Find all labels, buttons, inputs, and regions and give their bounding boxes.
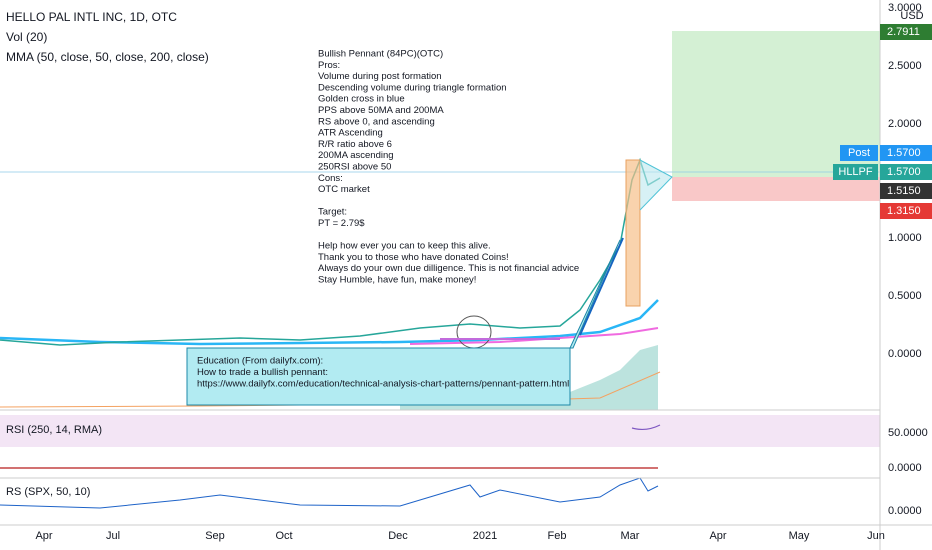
note-line: Golden cross in blue (318, 94, 405, 105)
price-label: 1.0000 (888, 232, 922, 244)
note-line: Descending volume during triangle format… (318, 82, 507, 93)
note-line: Bullish Pennant (84PC)(OTC) (318, 49, 443, 60)
note-line: Thank you to those who have donated Coin… (318, 252, 509, 263)
note-line: 250RSI above 50 (318, 162, 391, 173)
education-line: How to trade a bullish pennant: (197, 367, 328, 378)
badge-value: 1.5700 (887, 147, 921, 159)
pennant (639, 159, 673, 211)
badge-name: Post (848, 147, 870, 159)
time-label: Oct (275, 530, 292, 542)
time-label: Apr (35, 530, 52, 542)
badge-name-box (840, 145, 878, 161)
badge-name-box (833, 164, 878, 180)
price-badge (880, 203, 932, 219)
note-line: RS above 0, and ascending (318, 116, 435, 127)
note-line: R/R ratio above 6 (318, 139, 392, 150)
note-line: Always do your own due dilligence. This … (318, 263, 579, 274)
note-line: Target: (318, 207, 347, 218)
note-line: Cons: (318, 173, 343, 184)
time-label: Dec (388, 530, 408, 542)
title: HELLO PAL INTL INC, 1D, OTC (6, 10, 177, 24)
badge-value: 1.5700 (887, 166, 921, 178)
rsi-line (631, 424, 661, 431)
time-label: 2021 (473, 530, 497, 542)
note-line: PPS above 50MA and 200MA (318, 105, 444, 116)
indicator-label: RS (SPX, 50, 10) (6, 486, 90, 498)
note-line: Pros: (318, 60, 340, 71)
education-line: Education (From dailyfx.com): (197, 356, 323, 367)
badge-value: 2.7911 (887, 26, 920, 38)
note-line: Volume during post formation (318, 71, 442, 82)
volume-label: Vol (20) (6, 30, 47, 44)
time-label: May (789, 530, 810, 542)
rsi-pane (0, 415, 880, 447)
note-line: 200MA ascending (318, 150, 394, 161)
currency: USD (900, 10, 923, 22)
price-label: 3.0000 (888, 2, 922, 14)
price-badge (880, 145, 932, 161)
badge-value: 1.5150 (887, 185, 921, 197)
rs-line (0, 477, 659, 509)
indicator-axis: 50.0000 (888, 427, 928, 439)
mma-label: MMA (50, close, 50, close, 200, close) (6, 50, 209, 64)
time-label: Jul (106, 530, 120, 542)
badge-name: HLLPF (838, 166, 873, 178)
price-label: 0.0000 (888, 348, 922, 360)
loss-zone (672, 177, 880, 201)
education-callout (186, 239, 621, 406)
price-badge (880, 183, 932, 199)
time-label: Jun (867, 530, 885, 542)
time-label: Feb (548, 530, 567, 542)
note-line: Stay Humble, have fun, make money! (318, 275, 476, 286)
price-label: 2.5000 (888, 60, 922, 72)
note-line: PT = 2.79$ (318, 218, 365, 229)
education-line: https://www.dailyfx.com/education/techni… (197, 379, 569, 390)
time-label: Mar (621, 530, 640, 542)
price-label: 2.0000 (888, 118, 922, 130)
note-line: ATR Ascending (318, 128, 383, 139)
badge-value: 1.3150 (887, 205, 921, 217)
price-badge (880, 24, 932, 40)
flagpole-box (625, 159, 641, 307)
note-line: OTC market (318, 184, 370, 195)
indicator-label: RSI (250, 14, RMA) (6, 424, 102, 436)
indicator-axis: 0.0000 (888, 505, 922, 517)
time-label: Sep (205, 530, 225, 542)
ma-50 (0, 299, 659, 346)
price-badge (880, 164, 932, 180)
trend-line (579, 237, 624, 336)
indicator-axis: 0.0000 (888, 462, 922, 474)
time-label: Apr (709, 530, 726, 542)
price-label: 0.5000 (888, 290, 922, 302)
note-line: Help how ever you can to keep this alive… (318, 241, 491, 252)
